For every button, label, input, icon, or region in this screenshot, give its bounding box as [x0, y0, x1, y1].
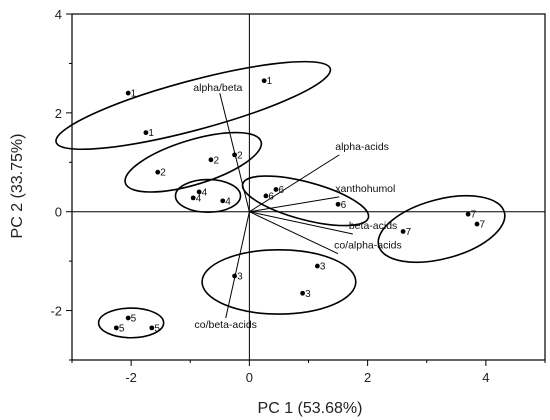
y-tick-label: 4 — [55, 7, 62, 22]
x-tick-label: 4 — [482, 370, 489, 385]
point-label-7-14: 7 — [406, 227, 412, 238]
y-tick-label: 2 — [55, 106, 62, 121]
point-4-7 — [190, 195, 196, 201]
point-3-17 — [300, 290, 305, 296]
y-tick-label: 0 — [55, 205, 62, 220]
point-5-18 — [125, 315, 131, 321]
loading-label-beta-acids: beta-acids — [349, 220, 397, 232]
point-label-2-5: 2 — [237, 150, 243, 161]
point-label-5-19: 5 — [119, 323, 125, 334]
origin-axes — [72, 14, 545, 360]
point-3-15 — [232, 273, 237, 279]
point-7-13 — [474, 221, 480, 227]
point-3-16 — [314, 263, 320, 269]
y-tick-label: -2 — [50, 304, 62, 319]
loading-line-beta-acids — [249, 211, 353, 235]
point-7-12 — [465, 211, 471, 217]
point-label-1-2: 1 — [267, 76, 273, 87]
point-5-19 — [113, 325, 119, 331]
point-label-7-13: 7 — [480, 220, 486, 231]
point-1-0 — [125, 90, 131, 96]
loading-label-xanthohumol: xanthohumol — [335, 183, 395, 195]
loading-label-co-beta-acids: co/beta-acids — [194, 319, 256, 331]
loading-label-alpha-acids: alpha-acids — [335, 141, 389, 153]
point-label-1-1: 1 — [148, 128, 154, 139]
point-6-10 — [263, 193, 269, 199]
point-label-6-11: 6 — [341, 200, 347, 211]
x-tick-label: -2 — [125, 370, 137, 385]
point-label-1-0: 1 — [131, 89, 137, 100]
group-ellipse-2 — [124, 131, 263, 193]
loading-line-co-beta-acids — [225, 211, 250, 319]
group-ellipse-5 — [97, 307, 165, 339]
loading-line-alpha-beta — [219, 92, 250, 212]
point-7-14 — [400, 229, 406, 234]
loading-line-co-alpha-acids — [249, 211, 339, 255]
group-ellipse-1 — [55, 60, 332, 151]
loading-label-co-alpha-acids: co/alpha-acids — [334, 240, 402, 252]
x-tick-label: 0 — [246, 370, 253, 385]
point-label-6-10: 6 — [268, 191, 274, 202]
loading-line-alpha-acids — [249, 154, 340, 213]
point-label-5-18: 5 — [131, 313, 137, 324]
point-label-4-7: 4 — [196, 193, 202, 204]
point-4-8 — [220, 198, 226, 204]
loading-label-alpha-beta: alpha/beta — [193, 82, 242, 94]
point-2-3 — [155, 169, 161, 175]
point-label-3-15: 3 — [237, 271, 243, 282]
point-label-2-3: 2 — [160, 168, 166, 179]
point-6-9 — [273, 187, 279, 192]
group-ellipse-3 — [201, 248, 357, 315]
point-1-1 — [143, 130, 149, 136]
point-5-20 — [149, 325, 155, 331]
point-label-3-16: 3 — [320, 262, 326, 273]
loading-line-xanthohumol — [249, 196, 340, 213]
point-4-6 — [196, 189, 202, 195]
point-label-2-4: 2 — [213, 155, 219, 166]
point-1-2 — [261, 78, 267, 84]
plot-frame — [71, 13, 546, 361]
point-label-6-9: 6 — [278, 185, 284, 196]
point-2-4 — [208, 157, 214, 163]
point-label-5-20: 5 — [154, 323, 160, 334]
axis-ticks: -2 0 2 4 -2 0 2 4 — [50, 7, 546, 385]
point-label-4-8: 4 — [225, 196, 231, 207]
point-6-11 — [335, 201, 341, 207]
x-axis-title: PC 1 (53.68%) — [258, 400, 363, 417]
point-label-3-17: 3 — [305, 289, 311, 300]
x-tick-label: 2 — [364, 370, 371, 385]
point-label-7-12: 7 — [471, 210, 477, 221]
y-axis-title: PC 2 (33.75%) — [9, 134, 26, 239]
point-label-4-6: 4 — [202, 187, 208, 198]
plot-border — [71, 13, 546, 361]
loading-vectors: alpha/beta alpha-acids xanthohumol beta-aci… — [193, 82, 401, 331]
point-2-5 — [232, 152, 237, 158]
